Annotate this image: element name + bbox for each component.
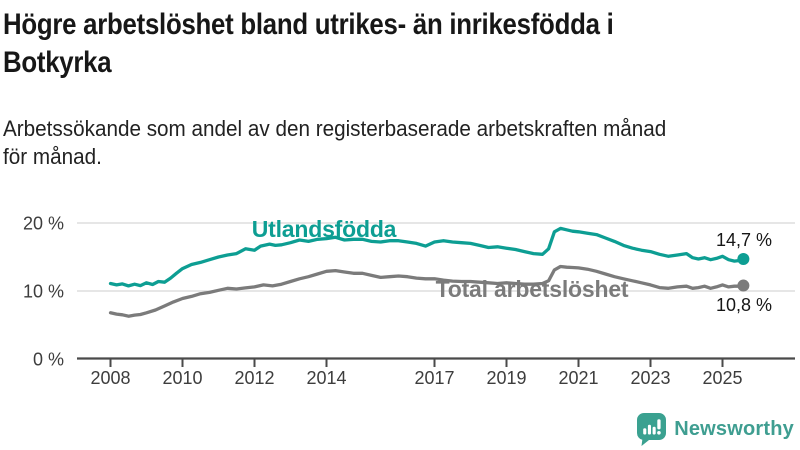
series-line-1 xyxy=(108,264,746,318)
series-lines xyxy=(108,226,750,318)
newsworthy-logo[interactable]: Newsworthy xyxy=(637,413,794,446)
x-axis-tick-label: 2012 xyxy=(234,368,274,388)
series-end-dot-1 xyxy=(737,279,750,292)
chart-labels: Utlandsfödda Total arbetslöshet 14,7 % 1… xyxy=(252,216,772,315)
gridlines xyxy=(77,222,795,292)
x-axis-tick-label: 2010 xyxy=(162,368,202,388)
subtitle-line-1: Arbetssökande som andel av den registerb… xyxy=(3,116,667,141)
series-label-total: Total arbetslöshet xyxy=(436,276,629,302)
x-axis-tick-label: 2025 xyxy=(702,368,742,388)
series-label-utlandsfodda: Utlandsfödda xyxy=(252,216,397,242)
chart-subtitle: Arbetssökande som andel av den registerb… xyxy=(3,115,800,171)
series-line-0 xyxy=(108,226,746,288)
subtitle-line-2: för månad. xyxy=(3,144,102,169)
series-end-dot-0 xyxy=(737,253,750,266)
brand-name: Newsworthy xyxy=(674,418,794,440)
chart-svg: 0 % 10 % 20 % 2008 2010 2012 2014 2017 2019 2021 2… xyxy=(23,214,795,388)
x-axis-tick-label: 2023 xyxy=(630,368,670,388)
title-line-1: Högre arbetslöshet bland utrikes- än inr… xyxy=(3,8,614,41)
x-axis-tick-label: 2014 xyxy=(306,368,346,388)
x-axis-tick-label: 2021 xyxy=(558,368,598,388)
line-chart: 0 % 10 % 20 % 2008 2010 2012 2014 2017 2019 2021 2… xyxy=(0,192,800,392)
end-value-utlandsfodda: 14,7 % xyxy=(716,230,772,250)
x-axis-tick-label: 2017 xyxy=(414,368,454,388)
y-axis-tick-label: 20 % xyxy=(23,214,64,234)
x-axis: 0 % 10 % 20 % 2008 2010 2012 2014 2017 2019 2021 2… xyxy=(23,214,795,388)
page-title: Högre arbetslöshet bland utrikes- än inr… xyxy=(3,6,800,82)
x-axis-tick-label: 2019 xyxy=(486,368,526,388)
title-line-2: Botkyrka xyxy=(3,46,112,79)
end-value-total: 10,8 % xyxy=(716,295,772,315)
y-axis-tick-label: 0 % xyxy=(33,350,64,370)
y-axis-tick-label: 10 % xyxy=(23,282,64,302)
x-axis-tick-label: 2008 xyxy=(90,368,130,388)
bar-chart-speech-bubble-icon xyxy=(637,413,667,446)
